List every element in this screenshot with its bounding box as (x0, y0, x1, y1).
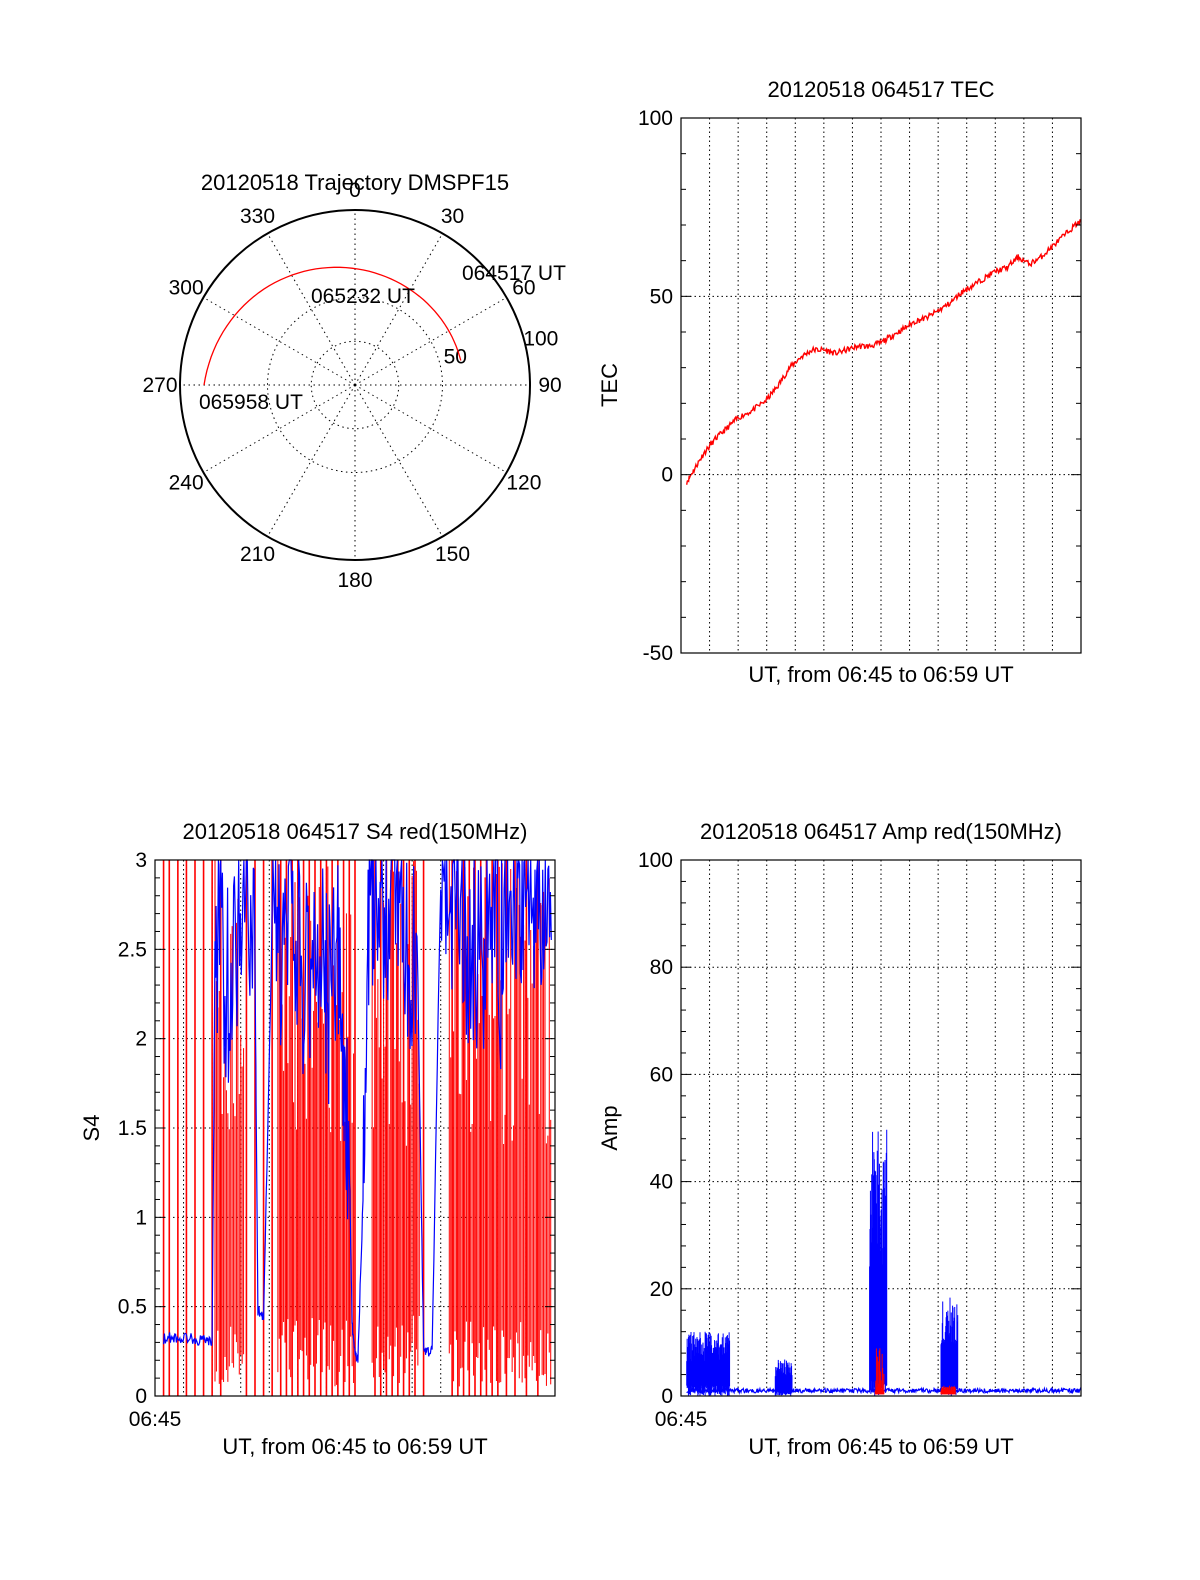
tec-series-line (686, 219, 1082, 485)
amp-y-axis-label: Amp (597, 1105, 622, 1150)
s4-blue-series-line (163, 859, 552, 1363)
polar-radial-label-50: 50 (444, 346, 467, 369)
amp-title: 20120518 064517 Amp red(150MHz) (700, 819, 1062, 844)
polar-ring-50 (267, 297, 443, 473)
polar-spoke-120 (354, 384, 507, 473)
tec-chart: 20120518 064517 TEC -50 0 50 100 UT, from 0… (597, 77, 1082, 687)
tec-ytick-label-3: 100 (638, 107, 673, 130)
s4-ytick-label-1: 0.5 (118, 1296, 147, 1319)
s4-red-series (162, 860, 552, 1396)
tec-plot-frame (680, 117, 1082, 654)
polar-angle-label-30: 30 (441, 205, 464, 228)
s4-ytick-label-3: 1.5 (118, 1117, 147, 1140)
polar-angle-labels: 0 30 60 90 120 150 180 210 240 270 300 330 (142, 179, 561, 592)
amp-y-ticks: 0 20 40 60 80 100 (638, 849, 1081, 1408)
annotation-mid-time: 065232 UT (311, 285, 415, 308)
polar-angle-label-270: 270 (142, 374, 177, 397)
amp-ytick-label-4: 80 (650, 956, 673, 979)
polar-radial-label-100: 100 (523, 327, 558, 350)
amp-ytick-label-2: 40 (650, 1171, 673, 1194)
amp-x-axis-label: UT, from 06:45 to 06:59 UT (748, 1434, 1013, 1459)
annotation-end-time: 065958 UT (199, 391, 303, 414)
polar-angle-label-240: 240 (169, 472, 204, 495)
s4-title: 20120518 064517 S4 red(150MHz) (183, 819, 528, 844)
s4-ytick-label-0: 0 (135, 1385, 147, 1408)
tec-title: 20120518 064517 TEC (767, 77, 994, 102)
tec-y-axis-label: TEC (597, 363, 622, 407)
amp-ytick-label-5: 100 (638, 849, 673, 872)
tec-ytick-label-2: 50 (650, 285, 673, 308)
polar-spoke-300 (203, 297, 356, 386)
satellite-track-line (203, 266, 462, 386)
tec-ytick-label-0: -50 (643, 642, 673, 665)
amp-x-tick-label: 06:45 (655, 1408, 708, 1431)
amp-blue-series (686, 1129, 1082, 1396)
s4-ytick-label-6: 3 (135, 849, 147, 872)
polar-spoke-210 (267, 384, 356, 537)
s4-chart: 20120518 064517 S4 red(150MHz) 0 0.5 1 1.5 2… (79, 819, 556, 1459)
s4-y-ticks: 0 0.5 1 1.5 2 2.5 3 (118, 849, 555, 1408)
polar-grid (180, 210, 530, 560)
polar-angle-label-330: 330 (240, 205, 275, 228)
s4-y-axis-label: S4 (79, 1115, 104, 1142)
polar-spoke-240 (203, 384, 356, 473)
amp-ytick-label-0: 0 (661, 1385, 673, 1408)
amp-red-series (874, 1348, 956, 1395)
tec-x-axis-label: UT, from 06:45 to 06:59 UT (748, 662, 1013, 687)
polar-angle-label-180: 180 (337, 569, 372, 592)
annotation-start-time: 064517 UT (462, 262, 566, 285)
tec-ytick-label-1: 0 (661, 464, 673, 487)
s4-ytick-label-4: 2 (135, 1028, 147, 1051)
trajectory-polar-chart: 20120518 Trajectory DMSPF15 0 30 60 90 120 15… (142, 170, 566, 592)
polar-spoke-330 (267, 233, 356, 386)
polar-angle-label-0: 0 (349, 179, 361, 202)
s4-x-tick-label: 06:45 (129, 1408, 182, 1431)
polar-angle-label-300: 300 (169, 277, 204, 300)
polar-radial-labels: 50 100 (444, 327, 559, 368)
s4-x-axis-label: UT, from 06:45 to 06:59 UT (222, 1434, 487, 1459)
polar-angle-label-90: 90 (538, 374, 561, 397)
polar-angle-label-60: 60 (512, 277, 535, 300)
s4-ytick-label-5: 2.5 (118, 938, 147, 961)
polar-angle-label-120: 120 (506, 472, 541, 495)
polar-outer-circle (179, 209, 531, 561)
polar-spoke-30 (354, 233, 443, 386)
polar-spoke-60 (354, 297, 507, 386)
amp-plot-frame (680, 859, 1082, 1397)
tec-y-ticks: -50 0 50 100 (638, 107, 1081, 665)
polar-spoke-150 (354, 384, 443, 537)
s4-ytick-label-2: 1 (135, 1206, 147, 1229)
polar-angle-label-150: 150 (435, 543, 470, 566)
amp-chart: 20120518 064517 Amp red(150MHz) 0 20 40 60 8… (597, 819, 1082, 1459)
amp-ytick-label-3: 60 (650, 1063, 673, 1086)
trajectory-title: 20120518 Trajectory DMSPF15 (201, 170, 509, 195)
amp-ytick-label-1: 20 (650, 1278, 673, 1301)
polar-ring-inner (310, 340, 400, 430)
polar-angle-label-210: 210 (240, 543, 275, 566)
tec-grid (681, 118, 1081, 653)
